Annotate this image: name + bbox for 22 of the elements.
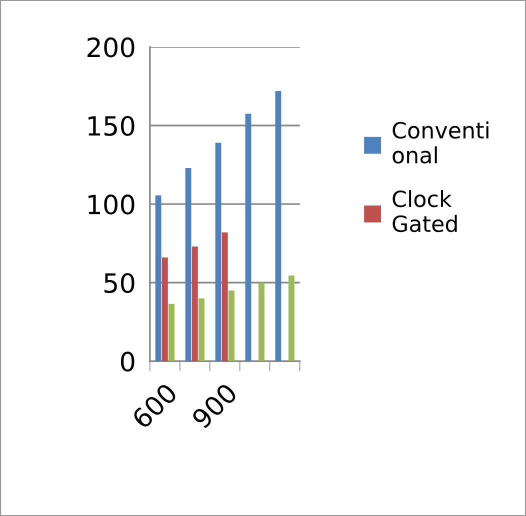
bar	[245, 114, 252, 362]
legend-label: Conventional	[392, 121, 488, 164]
bar	[275, 90, 282, 362]
bar	[198, 298, 204, 362]
bar	[192, 246, 198, 362]
y-tick-label: 100	[88, 194, 134, 214]
bar	[258, 282, 264, 362]
legend-label: Clock Gated	[392, 190, 457, 232]
bar	[222, 232, 228, 362]
bar	[185, 168, 192, 362]
bar	[155, 195, 162, 362]
bar	[215, 142, 222, 362]
bar	[288, 276, 294, 362]
bar	[162, 258, 168, 362]
y-tick-label: 0	[120, 352, 134, 372]
bar	[168, 304, 174, 362]
bar	[228, 290, 234, 362]
y-tick-label: 50	[104, 273, 134, 294]
x-tick-label: 900	[190, 382, 238, 430]
y-tick-label: 150	[88, 116, 134, 136]
x-tick-label: 600	[130, 382, 178, 430]
y-tick-label: 200	[88, 37, 134, 58]
